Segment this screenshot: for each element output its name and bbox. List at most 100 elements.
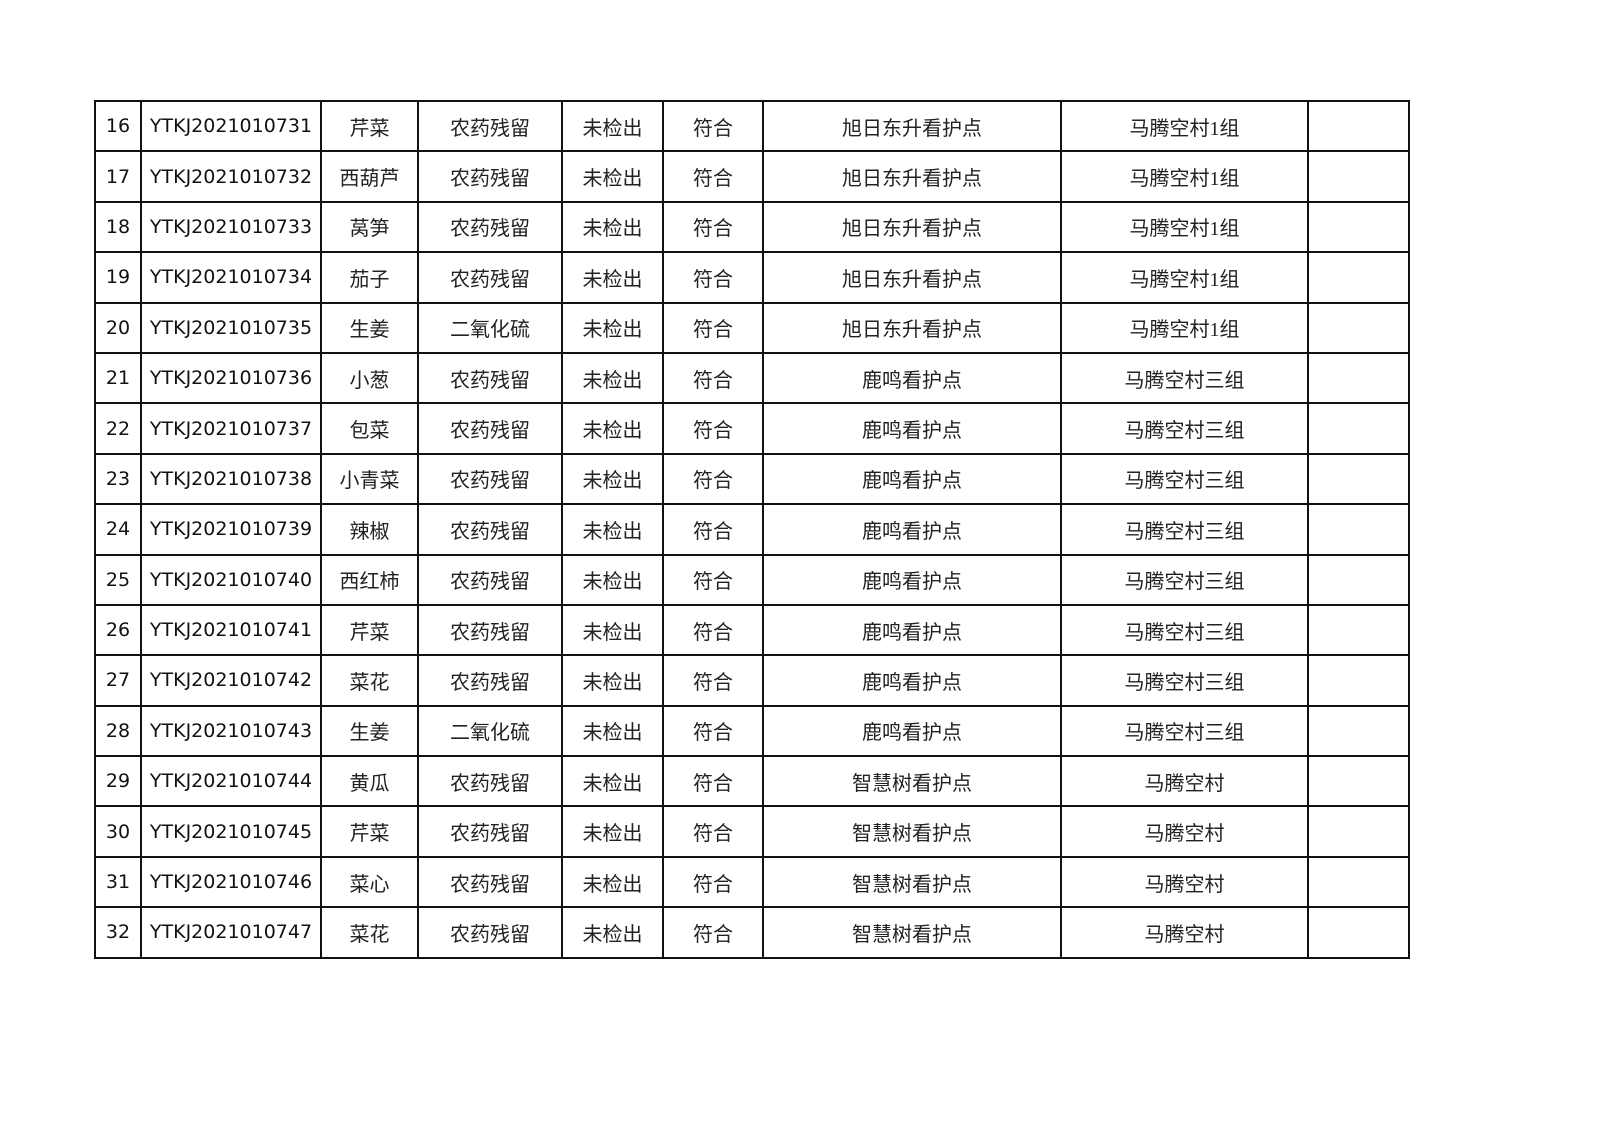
sampling-site-cell: 鹿鸣看护点 bbox=[762, 553, 1062, 606]
conclusion-cell: 符合 bbox=[662, 805, 764, 858]
test-result-cell: 未检出 bbox=[561, 603, 664, 657]
table-row: 18 YTKJ2021010733 莴笋 农药残留 未检出 符合 旭日东升看护点 马腾空村1组 bbox=[94, 200, 1410, 254]
sample-name-cell: 菜心 bbox=[320, 855, 419, 909]
village-cell: 马腾空村 bbox=[1060, 755, 1309, 808]
sample-code-cell: YTKJ2021010744 bbox=[140, 755, 322, 808]
sampling-site-cell: 鹿鸣看护点 bbox=[762, 503, 1062, 556]
village-cell: 马腾空村1组 bbox=[1060, 251, 1309, 304]
sample-name-cell: 西红柿 bbox=[320, 553, 419, 606]
sample-name-cell: 芹菜 bbox=[320, 99, 419, 153]
conclusion-cell: 符合 bbox=[662, 553, 764, 606]
row-number-cell: 17 bbox=[94, 150, 142, 203]
row-number-cell: 28 bbox=[94, 704, 142, 758]
test-result-cell: 未检出 bbox=[561, 755, 664, 808]
remarks-cell bbox=[1307, 855, 1410, 909]
sample-code-cell: YTKJ2021010742 bbox=[140, 654, 322, 707]
remarks-cell bbox=[1307, 150, 1410, 203]
conclusion-cell: 符合 bbox=[662, 755, 764, 808]
row-number-cell: 31 bbox=[94, 855, 142, 909]
sampling-site-cell: 智慧树看护点 bbox=[762, 855, 1062, 909]
row-number-cell: 30 bbox=[94, 805, 142, 858]
remarks-cell bbox=[1307, 301, 1410, 354]
sampling-site-cell: 旭日东升看护点 bbox=[762, 99, 1062, 153]
table-row: 21 YTKJ2021010736 小葱 农药残留 未检出 符合 鹿鸣看护点 马腾空村三组 bbox=[94, 351, 1410, 405]
table-row: 24 YTKJ2021010739 辣椒 农药残留 未检出 符合 鹿鸣看护点 马腾空村三组 bbox=[94, 503, 1410, 556]
village-cell: 马腾空村 bbox=[1060, 855, 1309, 909]
sampling-site-cell: 旭日东升看护点 bbox=[762, 200, 1062, 254]
sample-name-cell: 莴笋 bbox=[320, 200, 419, 254]
test-item-cell: 农药残留 bbox=[417, 654, 563, 707]
remarks-cell bbox=[1307, 251, 1410, 304]
row-number-cell: 24 bbox=[94, 503, 142, 556]
sample-name-cell: 茄子 bbox=[320, 251, 419, 304]
test-item-cell: 农药残留 bbox=[417, 251, 563, 304]
row-number-cell: 32 bbox=[94, 906, 142, 959]
sample-code-cell: YTKJ2021010747 bbox=[140, 906, 322, 959]
sample-name-cell: 小青菜 bbox=[320, 452, 419, 506]
remarks-cell bbox=[1307, 654, 1410, 707]
village-cell: 马腾空村三组 bbox=[1060, 402, 1309, 455]
conclusion-cell: 符合 bbox=[662, 99, 764, 153]
sample-code-cell: YTKJ2021010738 bbox=[140, 452, 322, 506]
test-item-cell: 农药残留 bbox=[417, 351, 563, 405]
conclusion-cell: 符合 bbox=[662, 200, 764, 254]
sample-code-cell: YTKJ2021010734 bbox=[140, 251, 322, 304]
remarks-cell bbox=[1307, 200, 1410, 254]
row-number-cell: 19 bbox=[94, 251, 142, 304]
sample-name-cell: 包菜 bbox=[320, 402, 419, 455]
sample-code-cell: YTKJ2021010735 bbox=[140, 301, 322, 354]
remarks-cell bbox=[1307, 351, 1410, 405]
test-result-cell: 未检出 bbox=[561, 452, 664, 506]
table-row: 16 YTKJ2021010731 芹菜 农药残留 未检出 符合 旭日东升看护点 马腾空村1组 bbox=[94, 99, 1410, 153]
conclusion-cell: 符合 bbox=[662, 351, 764, 405]
village-cell: 马腾空村三组 bbox=[1060, 503, 1309, 556]
sample-name-cell: 生姜 bbox=[320, 704, 419, 758]
sample-name-cell: 黄瓜 bbox=[320, 755, 419, 808]
table-row: 29 YTKJ2021010744 黄瓜 农药残留 未检出 符合 智慧树看护点 马腾空村 bbox=[94, 755, 1410, 808]
test-result-cell: 未检出 bbox=[561, 402, 664, 455]
sampling-site-cell: 鹿鸣看护点 bbox=[762, 351, 1062, 405]
sample-code-cell: YTKJ2021010737 bbox=[140, 402, 322, 455]
sampling-site-cell: 鹿鸣看护点 bbox=[762, 654, 1062, 707]
sample-code-cell: YTKJ2021010741 bbox=[140, 603, 322, 657]
row-number-cell: 27 bbox=[94, 654, 142, 707]
test-item-cell: 农药残留 bbox=[417, 402, 563, 455]
sample-name-cell: 生姜 bbox=[320, 301, 419, 354]
table-row: 20 YTKJ2021010735 生姜 二氧化硫 未检出 符合 旭日东升看护点 马腾空村1组 bbox=[94, 301, 1410, 354]
sample-name-cell: 芹菜 bbox=[320, 805, 419, 858]
test-item-cell: 农药残留 bbox=[417, 452, 563, 506]
test-result-cell: 未检出 bbox=[561, 553, 664, 606]
test-result-cell: 未检出 bbox=[561, 251, 664, 304]
test-item-cell: 农药残留 bbox=[417, 906, 563, 959]
remarks-cell bbox=[1307, 704, 1410, 758]
remarks-cell bbox=[1307, 906, 1410, 959]
sampling-site-cell: 鹿鸣看护点 bbox=[762, 704, 1062, 758]
test-item-cell: 农药残留 bbox=[417, 150, 563, 203]
village-cell: 马腾空村三组 bbox=[1060, 351, 1309, 405]
row-number-cell: 21 bbox=[94, 351, 142, 405]
test-result-cell: 未检出 bbox=[561, 503, 664, 556]
table-row: 22 YTKJ2021010737 包菜 农药残留 未检出 符合 鹿鸣看护点 马腾空村三组 bbox=[94, 402, 1410, 455]
remarks-cell bbox=[1307, 805, 1410, 858]
village-cell: 马腾空村三组 bbox=[1060, 553, 1309, 606]
test-item-cell: 农药残留 bbox=[417, 503, 563, 556]
sample-name-cell: 西葫芦 bbox=[320, 150, 419, 203]
remarks-cell bbox=[1307, 99, 1410, 153]
table-row: 25 YTKJ2021010740 西红柿 农药残留 未检出 符合 鹿鸣看护点 马腾空村三组 bbox=[94, 553, 1410, 606]
sampling-site-cell: 智慧树看护点 bbox=[762, 805, 1062, 858]
remarks-cell bbox=[1307, 603, 1410, 657]
conclusion-cell: 符合 bbox=[662, 251, 764, 304]
conclusion-cell: 符合 bbox=[662, 704, 764, 758]
test-result-cell: 未检出 bbox=[561, 654, 664, 707]
test-item-cell: 农药残留 bbox=[417, 755, 563, 808]
inspection-results-table: 16 YTKJ2021010731 芹菜 农药残留 未检出 符合 旭日东升看护点 马腾空村1组… bbox=[94, 99, 1410, 959]
test-item-cell: 农药残留 bbox=[417, 200, 563, 254]
row-number-cell: 22 bbox=[94, 402, 142, 455]
test-result-cell: 未检出 bbox=[561, 351, 664, 405]
conclusion-cell: 符合 bbox=[662, 452, 764, 506]
row-number-cell: 16 bbox=[94, 99, 142, 153]
test-item-cell: 二氧化硫 bbox=[417, 704, 563, 758]
conclusion-cell: 符合 bbox=[662, 402, 764, 455]
sample-name-cell: 芹菜 bbox=[320, 603, 419, 657]
sampling-site-cell: 鹿鸣看护点 bbox=[762, 603, 1062, 657]
